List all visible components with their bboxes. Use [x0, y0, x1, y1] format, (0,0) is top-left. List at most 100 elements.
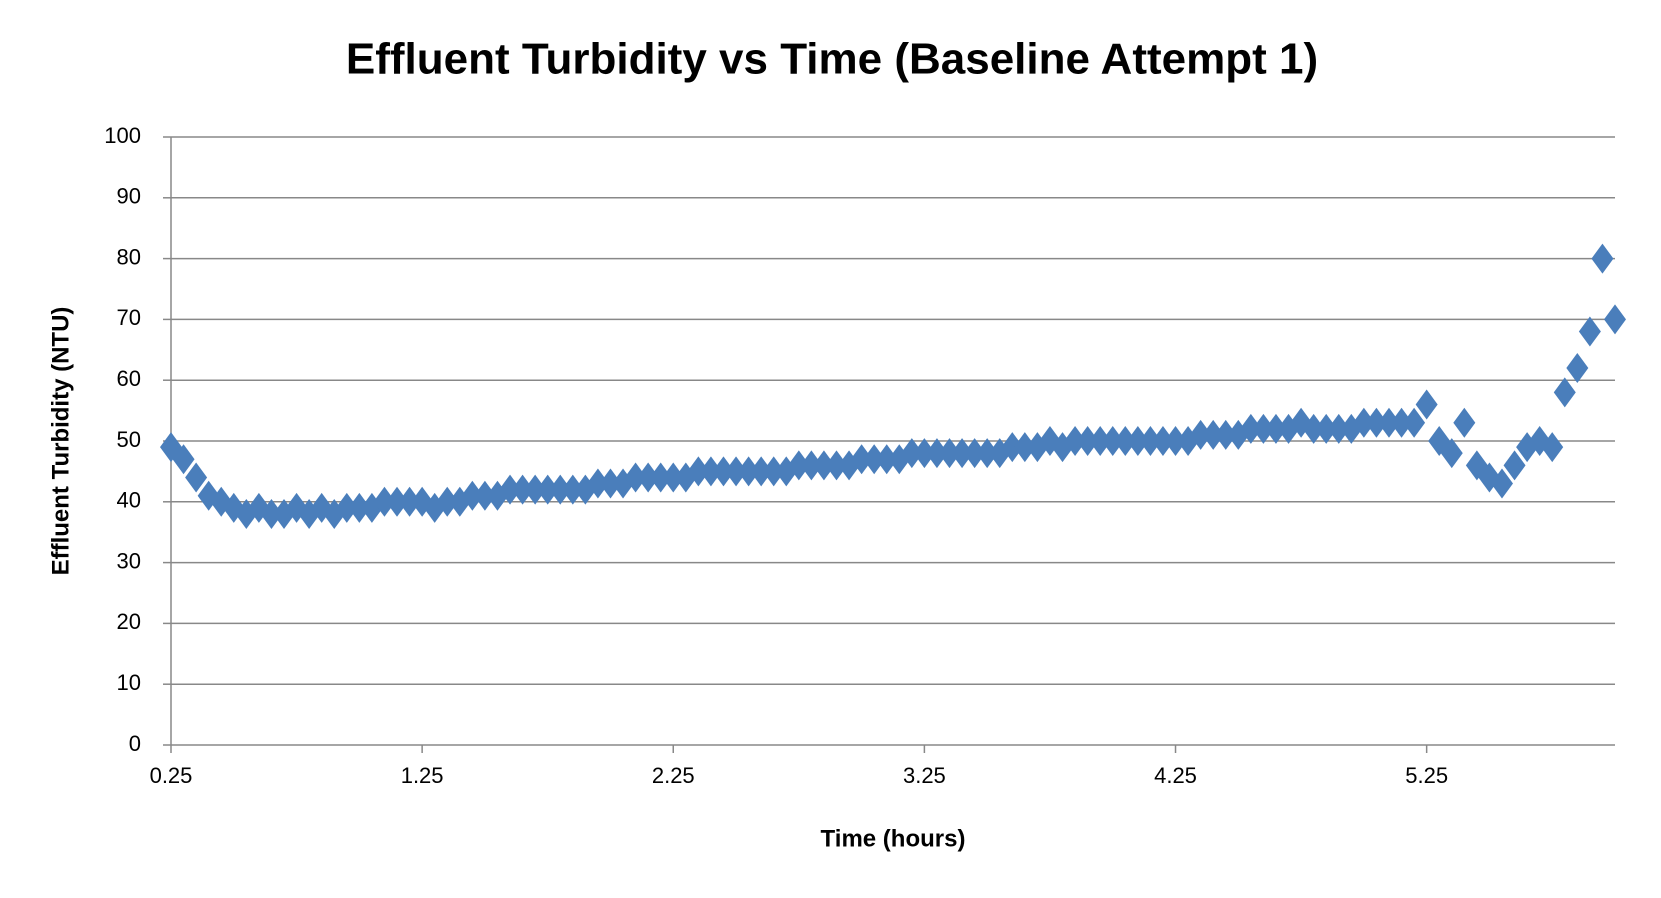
marker — [900, 438, 923, 469]
chart-title: Effluent Turbidity vs Time (Baseline Att… — [346, 35, 1318, 84]
marker — [762, 456, 785, 487]
marker — [298, 498, 321, 529]
marker — [1365, 407, 1388, 438]
marker — [1490, 468, 1513, 499]
y-tick-label: 20 — [117, 609, 141, 634]
marker — [649, 462, 672, 493]
y-tick-label: 80 — [117, 244, 141, 269]
marker — [1001, 432, 1024, 463]
x-tick-label: 5.25 — [1405, 763, 1448, 788]
x-tick-label: 4.25 — [1154, 763, 1197, 788]
marker — [1189, 419, 1212, 450]
marker — [260, 498, 283, 529]
marker — [1151, 426, 1174, 456]
x-tick-label: 1.25 — [401, 763, 444, 788]
marker — [1239, 413, 1262, 444]
marker — [348, 492, 371, 523]
marker — [386, 486, 409, 517]
marker — [1089, 426, 1112, 456]
marker — [561, 474, 584, 505]
y-axis-label: Effluent Turbidity (NTU) — [47, 307, 74, 576]
marker — [750, 456, 773, 487]
marker — [499, 474, 522, 505]
marker — [586, 468, 609, 499]
marker — [925, 438, 948, 469]
marker — [1503, 450, 1526, 481]
marker — [323, 498, 346, 529]
marker — [235, 498, 258, 529]
marker — [473, 480, 496, 511]
marker — [1327, 413, 1350, 444]
marker — [335, 492, 358, 523]
marker — [1076, 426, 1099, 456]
marker — [787, 450, 810, 481]
marker — [1377, 407, 1400, 438]
x-tick-label: 0.25 — [150, 763, 193, 788]
marker — [1139, 426, 1162, 456]
marker — [1214, 419, 1237, 450]
y-tick-label: 0 — [129, 731, 141, 756]
marker — [172, 444, 195, 475]
marker — [624, 462, 647, 493]
marker — [1440, 438, 1463, 469]
marker — [850, 444, 873, 475]
marker — [1415, 389, 1438, 420]
marker — [1315, 413, 1338, 444]
y-tick-label: 70 — [117, 305, 141, 330]
marker — [863, 444, 886, 475]
marker — [1541, 432, 1564, 463]
marker — [536, 474, 559, 505]
marker — [1578, 316, 1601, 347]
marker — [373, 486, 396, 517]
marker — [951, 438, 974, 469]
y-tick-label: 60 — [117, 366, 141, 391]
marker — [637, 462, 660, 493]
marker — [273, 498, 296, 529]
marker — [1264, 413, 1287, 444]
marker — [1164, 426, 1187, 456]
marker — [800, 450, 823, 481]
marker — [1591, 243, 1614, 274]
marker — [825, 450, 848, 481]
x-tick-label: 3.25 — [903, 763, 946, 788]
marker — [1302, 413, 1325, 444]
marker — [1390, 407, 1413, 438]
marker — [1403, 407, 1426, 438]
marker — [725, 456, 748, 487]
marker — [185, 462, 208, 493]
y-tick-label: 100 — [104, 123, 141, 148]
marker — [1352, 407, 1375, 438]
marker — [461, 480, 484, 511]
x-tick-label: 2.25 — [652, 763, 695, 788]
marker — [662, 462, 685, 493]
marker — [938, 438, 961, 469]
marker — [1126, 426, 1149, 456]
marker — [599, 468, 622, 499]
marker — [1064, 426, 1087, 456]
marker — [737, 456, 760, 487]
marker — [812, 450, 835, 481]
marker — [875, 444, 898, 475]
marker — [1202, 419, 1225, 450]
marker — [511, 474, 534, 505]
marker — [398, 486, 421, 517]
x-axis-label: Time (hours) — [821, 825, 966, 852]
marker — [436, 486, 459, 517]
marker — [524, 474, 547, 505]
marker — [1114, 426, 1137, 456]
marker — [1101, 426, 1124, 456]
marker — [1252, 413, 1275, 444]
marker — [699, 456, 722, 487]
y-tick-label: 50 — [117, 427, 141, 452]
marker — [1553, 377, 1576, 408]
y-tick-label: 30 — [117, 548, 141, 573]
marker — [712, 456, 735, 487]
marker — [549, 474, 572, 505]
marker — [1453, 407, 1476, 438]
y-tick-label: 40 — [117, 488, 141, 513]
marker — [963, 438, 986, 469]
y-tick-label: 90 — [117, 184, 141, 209]
marker — [1566, 353, 1589, 384]
marker — [913, 438, 936, 469]
